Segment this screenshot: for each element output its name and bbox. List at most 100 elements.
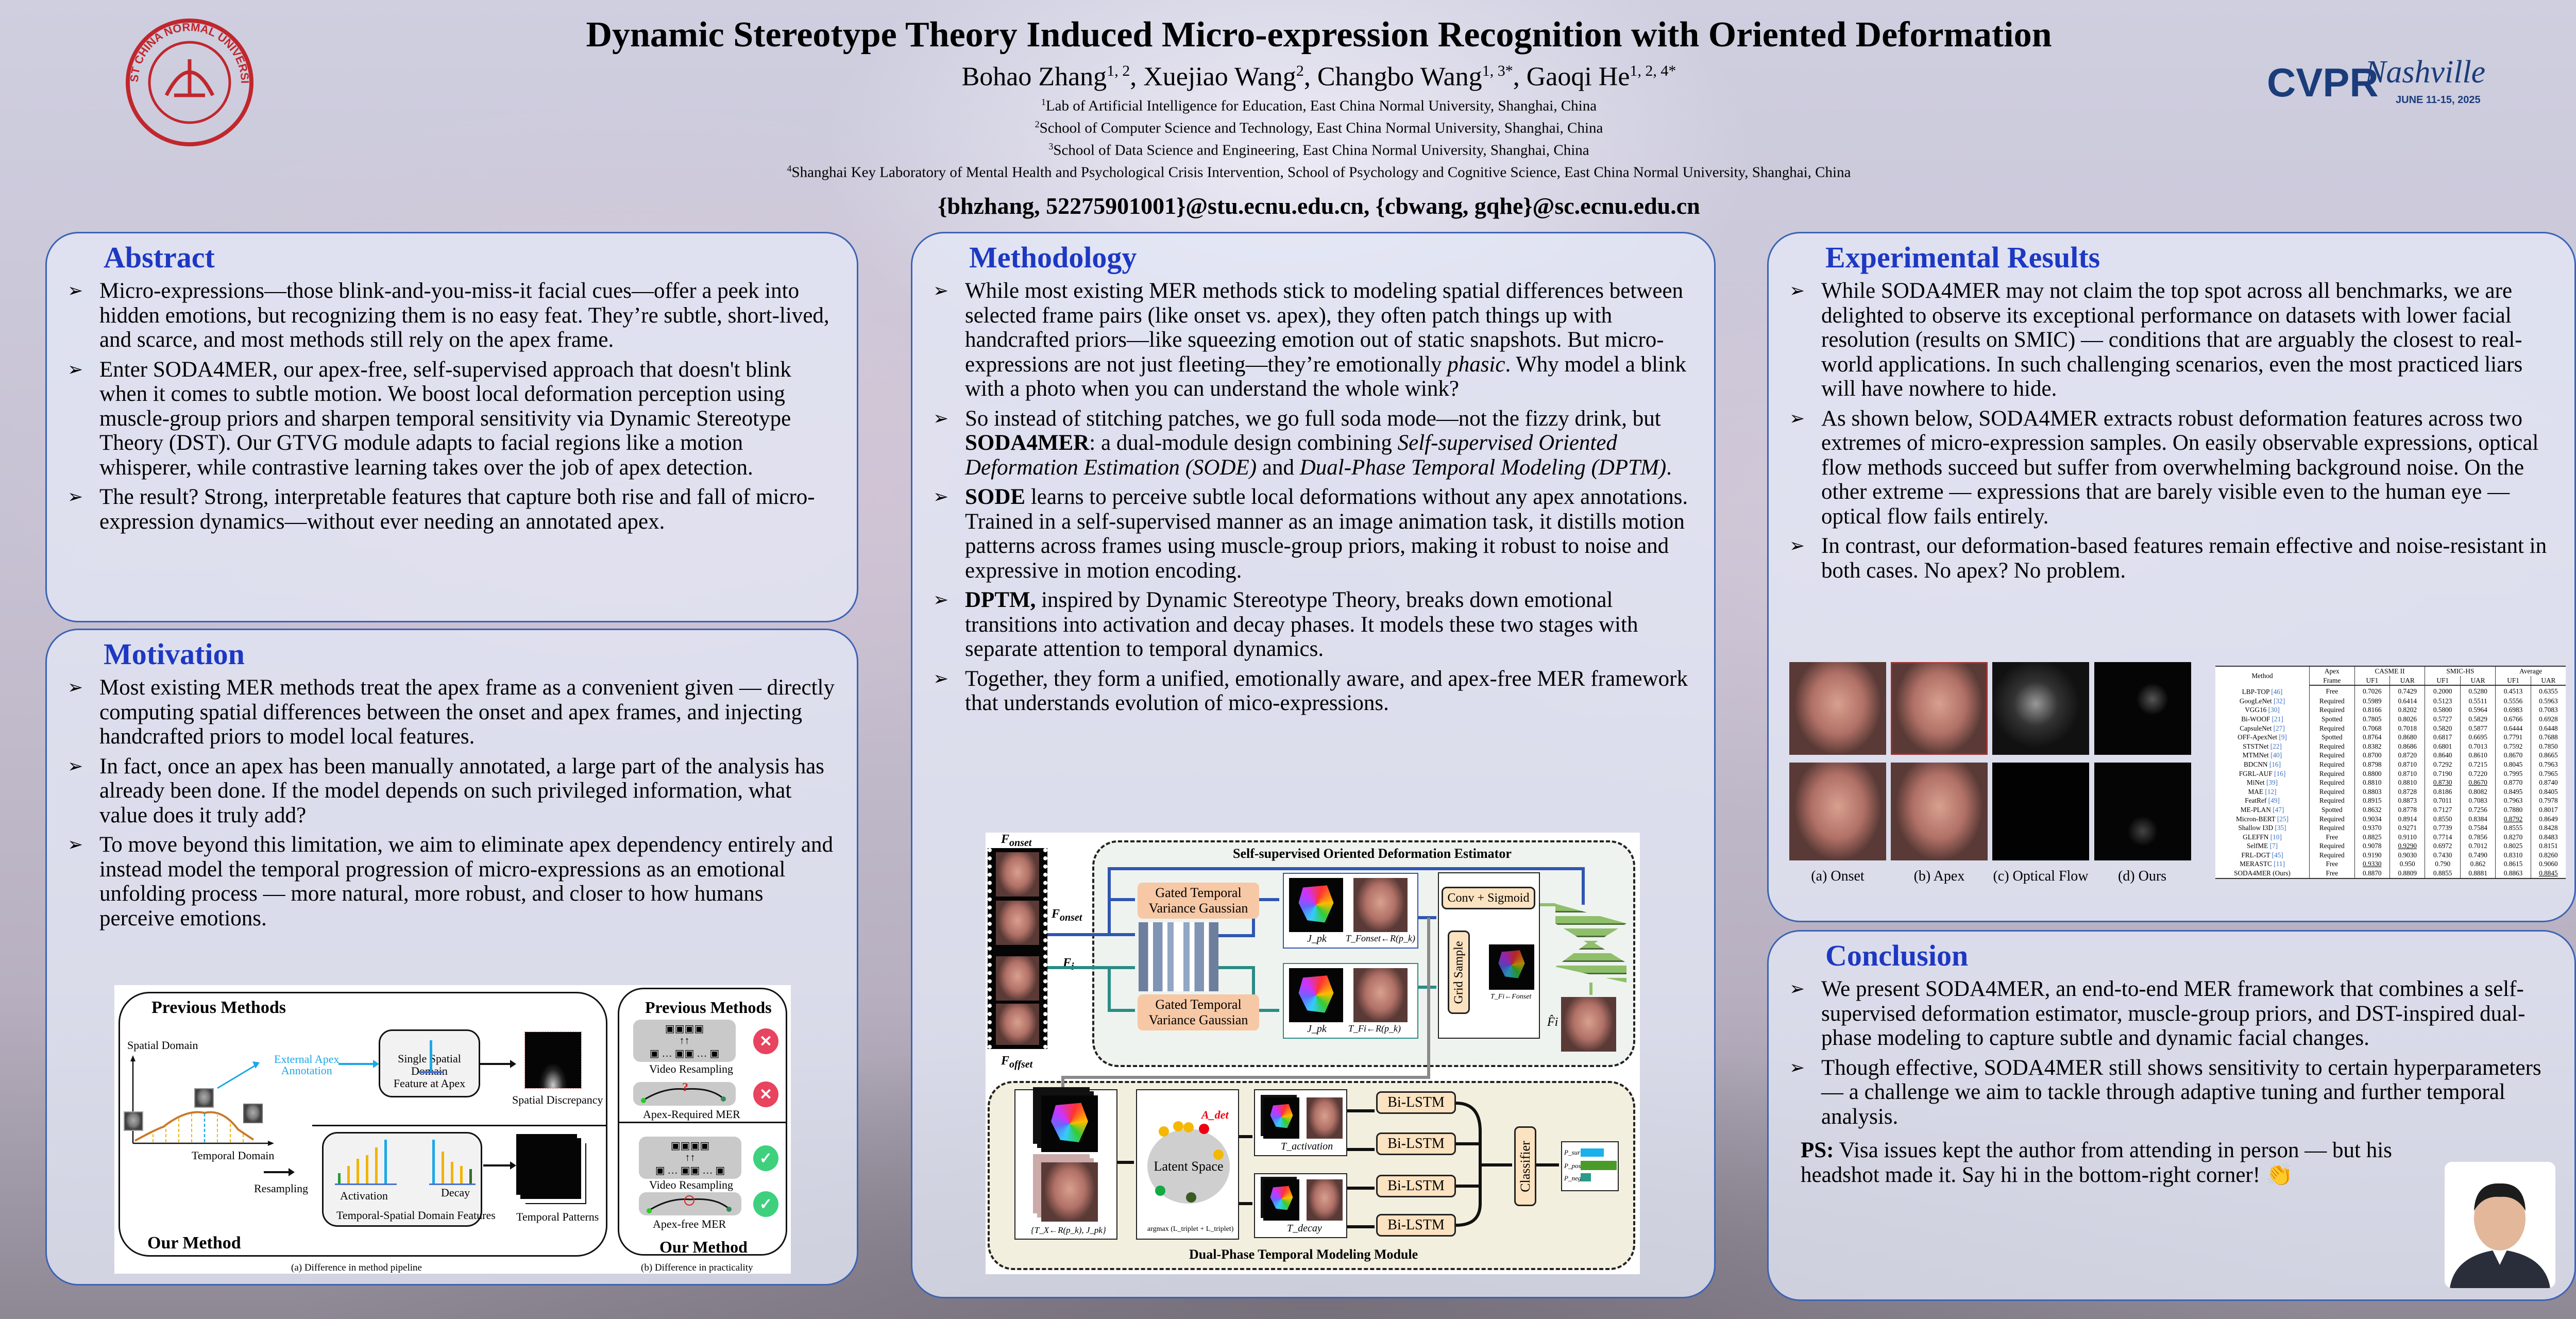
caption-a: (a) Difference in method pipeline: [291, 1262, 422, 1273]
bullet-arrow-icon: ➢: [933, 280, 949, 301]
bullet-item: ➢ We present SODA4MER, an end-to-end MER …: [1789, 977, 2526, 1050]
check-icon: ✓: [753, 1145, 778, 1171]
table-cell: 0.5727: [2425, 714, 2461, 724]
face-caption: (b) Apex: [1913, 868, 1965, 884]
table-cell: 0.8873: [2389, 796, 2425, 805]
table-cell: CapsuleNet [27]: [2240, 724, 2285, 732]
table-cell: 0.6444: [2495, 723, 2531, 733]
table-cell: 0.9060: [2530, 859, 2566, 869]
table-cell: UF1: [2495, 675, 2531, 686]
table-cell: 0.8665: [2530, 751, 2566, 760]
table-cell: 0.4513: [2495, 685, 2531, 697]
table-cell: MERASTC [11]: [2240, 860, 2285, 868]
table-cell: GLEFFN [10]: [2243, 833, 2282, 841]
table-cell: 0.7256: [2460, 805, 2496, 815]
bullet-arrow-icon: ➢: [1789, 280, 1805, 301]
table-cell: 0.8800: [2354, 769, 2390, 779]
our-method-label: Our Method: [147, 1233, 241, 1253]
table-cell: Free: [2309, 869, 2355, 879]
table-cell: 0.8686: [2389, 741, 2425, 751]
methodology-heading: Methodology: [969, 241, 1137, 274]
table-cell: CASME II: [2354, 666, 2425, 676]
conclusion-heading: Conclusion: [1825, 939, 1969, 972]
table-cell: 0.5511: [2460, 696, 2496, 706]
table-cell: FGRL-AUF [16]: [2239, 769, 2286, 777]
table-cell: Spotted: [2309, 714, 2355, 724]
table-cell: MiNet [39]: [2246, 779, 2278, 787]
methodology-bullets: ➢ While most existing MER methods stick t…: [933, 279, 1693, 716]
table-cell: 0.8764: [2354, 733, 2390, 742]
table-cell: 0.8730: [2425, 778, 2461, 787]
table-cell: Required: [2309, 705, 2355, 715]
table-cell: Average: [2495, 666, 2566, 676]
bullet-item: ➢ In contrast, our deformation-based feat…: [1789, 534, 2547, 583]
table-cell: 0.8310: [2495, 850, 2531, 860]
table-cell: Required: [2309, 759, 2355, 769]
affiliation: 1Lab of Artificial Intelligence for Educ…: [1041, 97, 1597, 114]
table-cell: 0.5820: [2425, 723, 2461, 733]
author-list: Bohao Zhang1, 2, Xuejiao Wang2, Changbo …: [961, 62, 1676, 92]
table-cell: 0.8914: [2389, 814, 2425, 824]
input-film-strip: [988, 848, 1047, 1049]
table-cell: 0.8640: [2425, 751, 2461, 760]
bullet-item: ➢ While SODA4MER may not claim the top sp…: [1789, 279, 2523, 401]
video-resampling-label-ours: Video Resampling: [649, 1178, 734, 1191]
ps-note: PS: Visa issues kept the author from att…: [1801, 1138, 2392, 1187]
table-row: Shallow I3D [35] Required 0.9370 0.9271 0.77…: [2215, 823, 2566, 833]
apex-required-curve: ?: [633, 1082, 736, 1106]
table-cell: 0.7739: [2425, 823, 2461, 833]
temporal-patterns-label: Temporal Patterns: [516, 1210, 599, 1223]
face-comparison-figure: (a) Onset (b) Apex (c) Optical Flow (d) Our…: [1785, 662, 2205, 907]
bullet-arrow-icon: ➢: [67, 280, 83, 301]
table-cell: 0.8670: [2495, 751, 2531, 760]
bullet-item: ➢ While most existing MER methods stick t…: [933, 279, 1687, 401]
table-cell: 0.9030: [2389, 850, 2425, 860]
table-cell: 0.8151: [2530, 841, 2566, 851]
results-bullets: ➢ While SODA4MER may not claim the top sp…: [1789, 279, 2554, 583]
table-cell: Bi-WOOF [21]: [2241, 715, 2283, 723]
bullet-item: ➢ The result? Strong, interpretable featu…: [67, 485, 815, 534]
previous-methods-label: Previous Methods: [151, 998, 286, 1017]
decay-label: Decay: [441, 1186, 470, 1199]
table-cell: 0.8166: [2354, 705, 2390, 715]
author-name: Gaoqi He: [1526, 62, 1630, 92]
table-cell: SMIC-HS: [2425, 666, 2496, 676]
table-cell: Micron-BERT [25]: [2236, 815, 2289, 823]
table-cell: 0.7714: [2425, 832, 2461, 842]
conclusion-bullets: ➢ We present SODA4MER, an end-to-end MER …: [1789, 977, 2554, 1129]
ecnu-seal-logo: EAST CHINA NORMAL UNIVERSITY: [113, 8, 262, 147]
face-thumb: [243, 1104, 263, 1123]
face-thumb: [124, 1111, 143, 1131]
table-row: Micron-BERT [25] Required 0.9034 0.8914 0.85…: [2215, 814, 2566, 824]
table-cell: 0.5280: [2460, 685, 2496, 697]
table-cell: Required: [2309, 814, 2355, 824]
bullet-arrow-icon: ➢: [1789, 535, 1805, 556]
table-cell: Required: [2309, 741, 2355, 751]
table-cell: Required: [2309, 769, 2355, 779]
table-cell: 0.5989: [2354, 696, 2390, 706]
table-cell: 0.8728: [2389, 787, 2425, 797]
dptm-title: Dual-Phase Temporal Modeling Module: [1189, 1247, 1418, 1262]
table-cell: 0.8610: [2460, 751, 2496, 760]
table-cell: 0.7011: [2425, 796, 2461, 805]
table-cell: 0.7850: [2530, 741, 2566, 751]
table-cell: SODA4MER (Ours): [2215, 869, 2310, 879]
table-cell: 0.9078: [2354, 841, 2390, 851]
table-cell: 0.8710: [2389, 759, 2425, 769]
deformation-stack-box: {T_X←R(p_k), J_pk}: [1014, 1089, 1117, 1240]
conclusion-panel: Conclusion ➢ We present SODA4MER, an end-…: [1767, 930, 2576, 1301]
table-cell: 0.8384: [2460, 814, 2496, 824]
table-cell: 0.6448: [2530, 723, 2566, 733]
video-resampling-prev: ▣▣▣▣ ↑↑ ▣ … ▣▣ … ▣: [633, 1020, 736, 1062]
bullet-item: ➢ In fact, once an apex has been manually…: [67, 754, 824, 827]
bullet-arrow-icon: ➢: [933, 408, 949, 429]
table-cell: 0.8810: [2389, 778, 2425, 787]
table-cell: Required: [2309, 823, 2355, 833]
author-emails: {bhzhang, 52275901001}@stu.ecnu.edu.cn, …: [938, 193, 1700, 219]
table-cell: UF1: [2425, 675, 2461, 686]
table-cell: VGG16 [30]: [2245, 706, 2280, 714]
results-table: Method Apex CASME II SMIC-HS Average Frame UF1…: [2215, 665, 2566, 879]
bullet-arrow-icon: ➢: [1789, 1057, 1805, 1078]
grid-sample-box: Grid Sample: [1448, 931, 1470, 1014]
